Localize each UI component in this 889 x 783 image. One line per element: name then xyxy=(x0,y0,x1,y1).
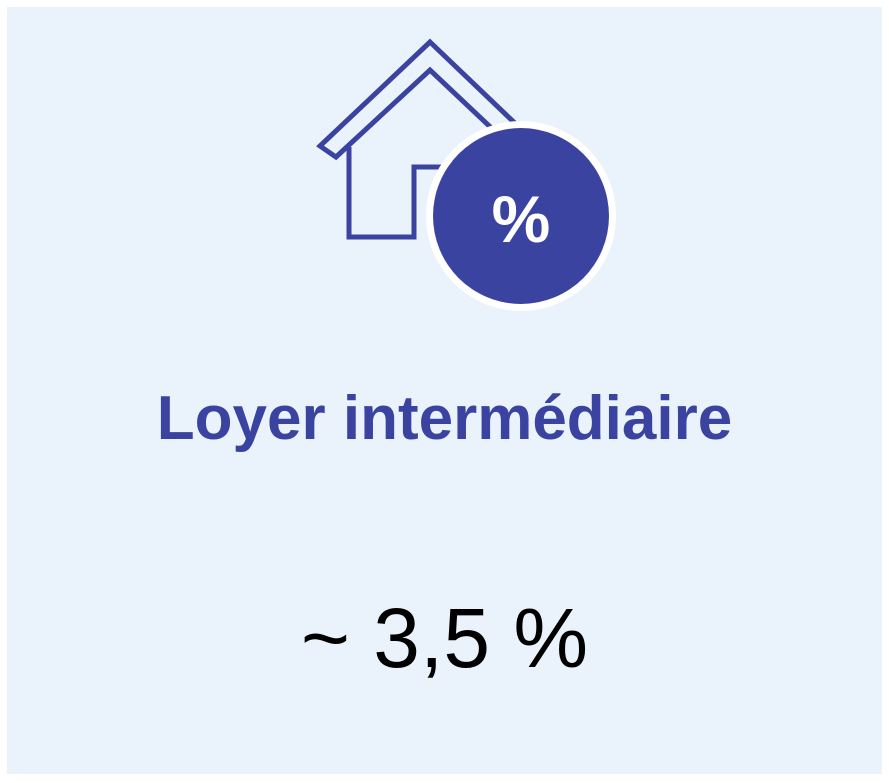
card-title: Loyer intermédiaire xyxy=(156,384,733,453)
badge-circle xyxy=(433,128,609,304)
percent-icon: % xyxy=(492,182,551,256)
info-card xyxy=(7,7,882,774)
rate-value: ~ 3,5 % xyxy=(300,591,589,685)
